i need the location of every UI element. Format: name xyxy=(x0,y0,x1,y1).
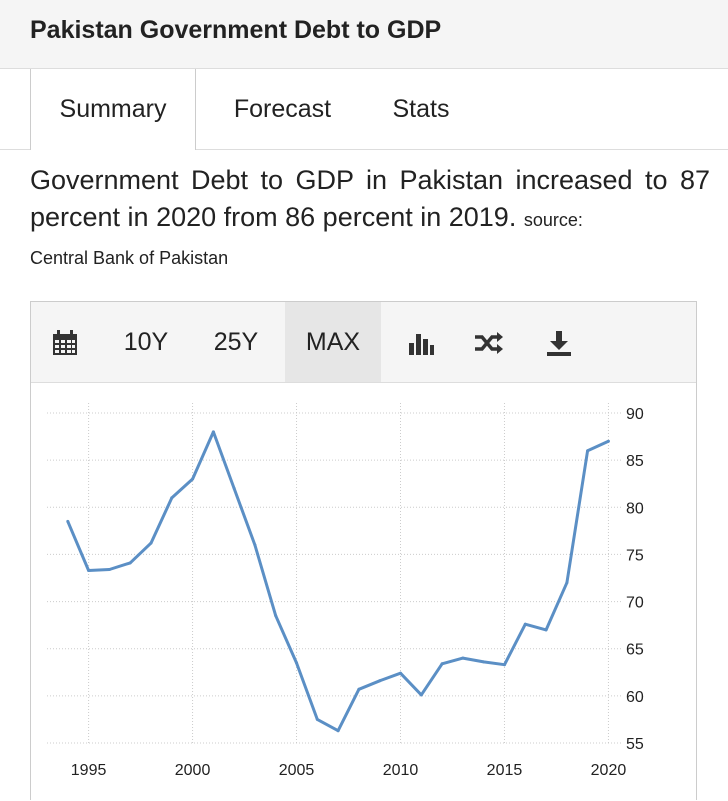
source-name[interactable]: Central Bank of Pakistan xyxy=(30,248,229,268)
x-tick-label: 2015 xyxy=(487,762,523,779)
data-point[interactable] xyxy=(191,477,195,481)
y-tick-label: 80 xyxy=(626,500,644,517)
summary-description: Government Debt to GDP in Pakistan incre… xyxy=(30,162,710,273)
tab-forecast[interactable]: Forecast xyxy=(233,95,332,123)
debt-series-line xyxy=(66,430,610,733)
data-point[interactable] xyxy=(482,660,486,664)
download-icon[interactable] xyxy=(539,302,579,382)
range-max-button[interactable]: MAX xyxy=(285,302,381,382)
data-point[interactable] xyxy=(565,581,569,585)
data-point[interactable] xyxy=(211,430,215,434)
tab-summary[interactable]: Summary xyxy=(30,69,196,150)
data-point[interactable] xyxy=(295,661,299,665)
data-point[interactable] xyxy=(274,614,278,618)
data-point[interactable] xyxy=(253,543,257,547)
tab-stats[interactable]: Stats xyxy=(392,95,450,123)
data-point[interactable] xyxy=(170,496,174,500)
range-10y-button[interactable]: 10Y xyxy=(123,328,169,356)
range-25y-button[interactable]: 25Y xyxy=(213,328,259,356)
data-point[interactable] xyxy=(149,541,153,545)
description-text: Government Debt to GDP in Pakistan incre… xyxy=(30,165,710,232)
x-tick-label: 2020 xyxy=(591,762,627,779)
calendar-icon[interactable] xyxy=(45,302,85,382)
y-tick-label: 75 xyxy=(626,547,644,564)
data-point[interactable] xyxy=(419,693,423,697)
tab-bar: Summary Forecast Stats xyxy=(0,69,728,150)
x-tick-label: 2010 xyxy=(383,762,419,779)
x-tick-label: 1995 xyxy=(71,762,107,779)
data-point[interactable] xyxy=(440,662,444,666)
bar-chart-icon[interactable] xyxy=(401,302,441,382)
data-point[interactable] xyxy=(107,568,111,572)
data-point[interactable] xyxy=(399,671,403,675)
data-point[interactable] xyxy=(502,663,506,667)
data-point[interactable] xyxy=(87,568,91,572)
y-tick-label: 90 xyxy=(626,406,644,423)
data-point[interactable] xyxy=(336,729,340,733)
shuffle-icon[interactable] xyxy=(467,302,511,382)
chart-panel: 10Y 25Y MAX 55 6 xyxy=(30,301,697,800)
x-tick-label: 2000 xyxy=(175,762,211,779)
data-point[interactable] xyxy=(357,687,361,691)
data-point[interactable] xyxy=(315,717,319,721)
data-point[interactable] xyxy=(523,622,527,626)
data-point[interactable] xyxy=(461,656,465,660)
y-tick-label: 55 xyxy=(626,736,644,753)
x-tick-label: 2005 xyxy=(279,762,315,779)
data-point[interactable] xyxy=(606,439,610,443)
y-tick-label: 65 xyxy=(626,642,644,659)
data-point[interactable] xyxy=(232,486,236,490)
data-point[interactable] xyxy=(586,449,590,453)
data-point[interactable] xyxy=(378,679,382,683)
source-label: source: xyxy=(523,210,583,230)
data-point[interactable] xyxy=(66,519,70,523)
y-tick-label: 60 xyxy=(626,689,644,706)
page-header: Pakistan Government Debt to GDP xyxy=(0,0,728,69)
data-point[interactable] xyxy=(128,561,132,565)
data-point[interactable] xyxy=(544,628,548,632)
debt-line-chart: 55 60 65 70 75 80 85 90 1995 2000 2005 2010 2015 2020 xyxy=(47,403,644,779)
y-tick-label: 70 xyxy=(626,595,644,612)
page-title: Pakistan Government Debt to GDP xyxy=(30,16,442,44)
chart-toolbar: 10Y 25Y MAX xyxy=(31,302,696,383)
y-tick-label: 85 xyxy=(626,453,644,470)
